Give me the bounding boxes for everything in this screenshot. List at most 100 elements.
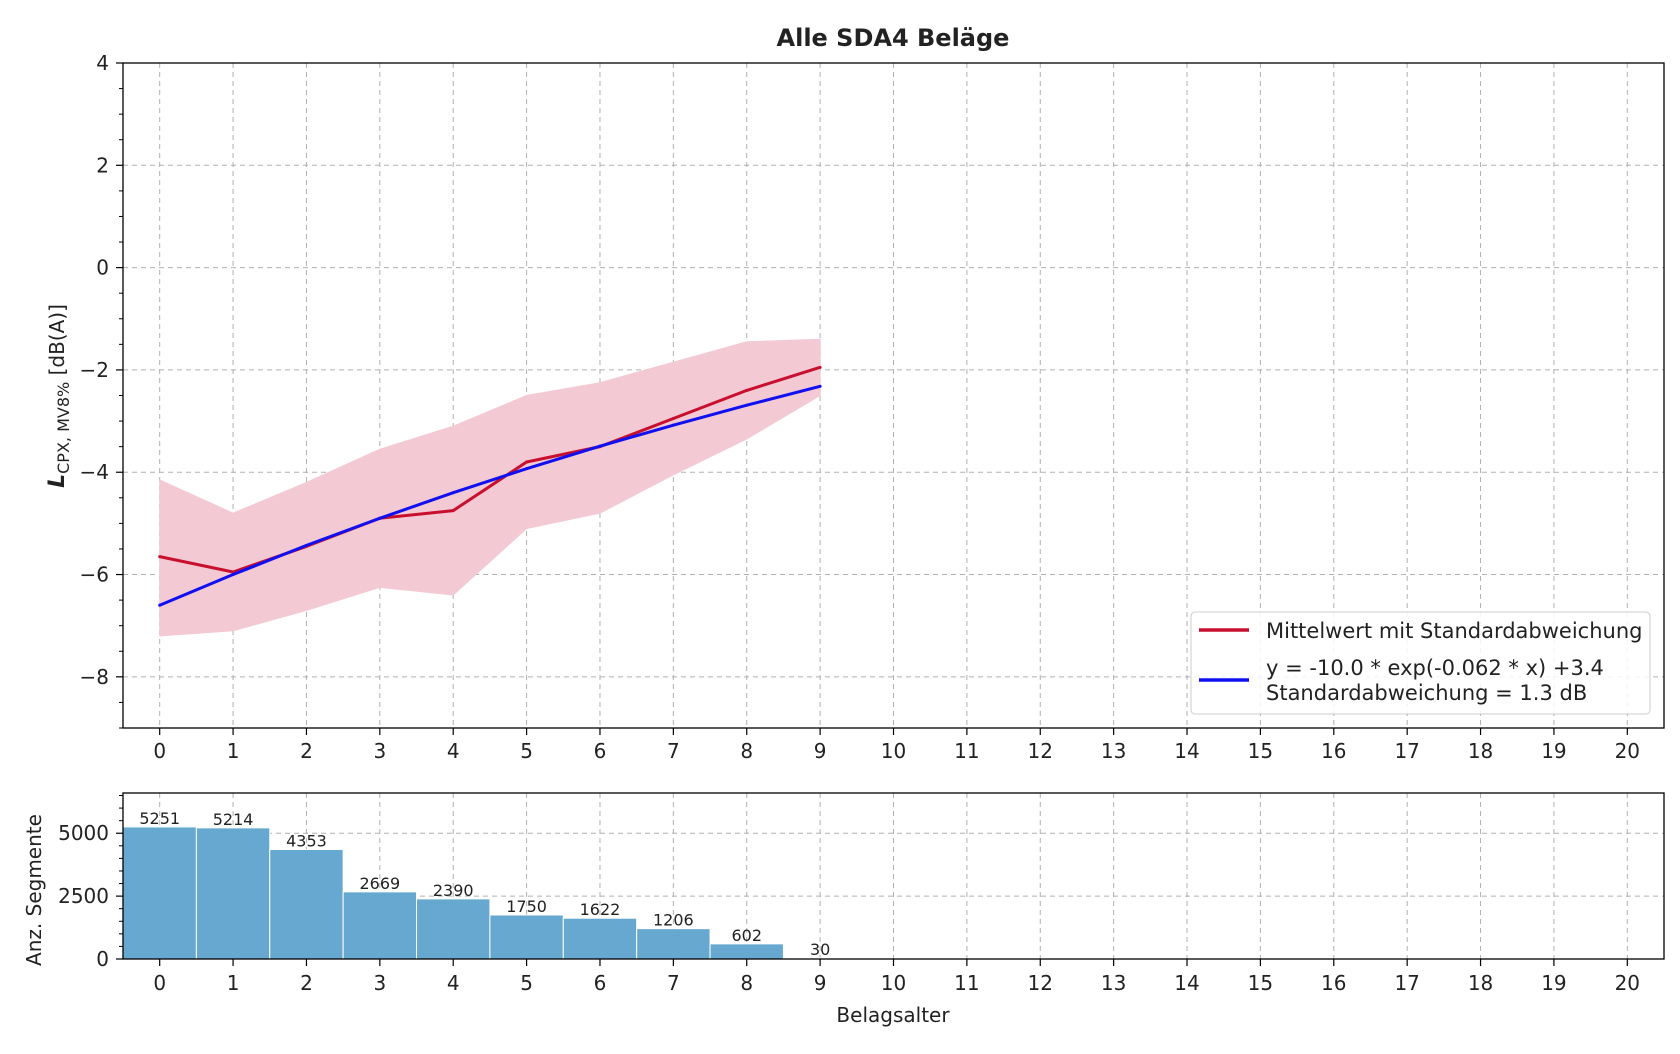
bottom-xtick-label: 10 [881,971,906,995]
top-ytick-label: −8 [80,665,109,689]
bottom-xtick-label: 15 [1248,971,1273,995]
top-xtick-label: 14 [1174,739,1199,763]
top-ytick-label: 0 [96,256,109,280]
top-xtick-label: 20 [1615,739,1640,763]
top-xtick-label: 5 [520,739,533,763]
fit-point [378,516,382,520]
bar-value-label: 30 [810,940,830,959]
y-axis-label: LCPX, MV8% [dB(A)] [45,304,73,488]
top-axis-ticks: 0 1 2 3 4 5 6 7 8 9 10 11 12 13 14 15 16 17 18 19 20−8−6−4−2… [80,51,1641,763]
bar [269,849,344,960]
bottom-xtick-label: 18 [1468,971,1493,995]
fit-point [304,543,308,547]
mean-point [451,509,455,513]
bar-value-label: 5214 [213,810,254,829]
top-ytick-label: −2 [80,358,109,382]
bottom-y-axis-label: Anz. Segmente [22,814,46,966]
bar [636,928,711,960]
fit-point [158,603,162,607]
top-xtick-label: 7 [667,739,680,763]
line-series-layer [158,365,822,607]
bar-value-label: 1750 [506,897,547,916]
top-xtick-label: 15 [1248,739,1273,763]
bottom-xtick-label: 17 [1394,971,1419,995]
fit-point [451,491,455,495]
bar-value-label: 602 [731,926,762,945]
bottom-xtick-label: 2 [300,971,313,995]
bar [195,827,271,960]
bottom-xtick-label: 12 [1028,971,1053,995]
bar-value-label: 2669 [359,874,400,893]
top-xtick-label: 4 [447,739,460,763]
top-xtick-label: 3 [373,739,386,763]
top-xtick-label: 8 [740,739,753,763]
bar [342,891,418,960]
top-ytick-label: 2 [96,153,109,177]
bottom-xtick-label: 4 [447,971,460,995]
mean-point [671,417,675,421]
bottom-xtick-label: 0 [153,971,166,995]
top-xtick-label: 11 [954,739,979,763]
mean-point [745,388,749,392]
bottom-xtick-label: 5 [520,971,533,995]
top-xtick-label: 12 [1028,739,1053,763]
bottom-ytick-label: 2500 [58,884,109,908]
top-xtick-label: 18 [1468,739,1493,763]
bottom-ytick-label: 0 [96,947,109,971]
bottom-xtick-label: 6 [594,971,607,995]
top-xtick-label: 9 [814,739,827,763]
legend-label-fit: y = -10.0 * exp(-0.062 * x) +3.4 [1266,656,1604,680]
bar [122,826,197,960]
fit-point [525,467,529,471]
fit-point [745,403,749,407]
legend-label-fit-std: Standardabweichung = 1.3 dB [1266,681,1587,705]
bar-value-label: 5251 [139,809,180,828]
bottom-ytick-label: 5000 [58,821,109,845]
top-xtick-label: 2 [300,739,313,763]
bar [709,943,784,960]
bottom-xtick-label: 9 [814,971,827,995]
top-xtick-label: 10 [881,739,906,763]
bar-value-label: 4353 [286,832,327,851]
chart-title: Alle SDA4 Beläge [777,24,1010,52]
top-ytick-label: 4 [96,51,109,75]
top-xtick-label: 1 [227,739,240,763]
legend: Mittelwert mit Standardabweichung y = -1… [1190,611,1651,715]
legend-label-mean: Mittelwert mit Standardabweichung [1266,619,1642,643]
bottom-xtick-label: 13 [1101,971,1126,995]
top-xtick-label: 17 [1394,739,1419,763]
top-xtick-label: 16 [1321,739,1346,763]
top-xtick-label: 0 [153,739,166,763]
bottom-xtick-label: 19 [1541,971,1566,995]
mean-point [158,555,162,559]
legend-box [1190,611,1651,715]
fit-point [231,573,235,577]
top-ytick-label: −4 [80,460,109,484]
bottom-xtick-label: 20 [1615,971,1640,995]
bottom-xtick-label: 14 [1174,971,1199,995]
bottom-xtick-label: 3 [373,971,386,995]
bottom-xtick-label: 8 [740,971,753,995]
top-xtick-label: 13 [1101,739,1126,763]
bar [416,898,491,960]
bottom-xtick-label: 11 [954,971,979,995]
fit-point [818,384,822,388]
y-label-subscript: CPX, MV8% [54,382,73,474]
bar-value-label: 1206 [653,911,694,930]
top-ytick-label: −6 [80,563,109,587]
bar [562,917,638,960]
bar-value-label: 1622 [580,900,621,919]
top-xtick-label: 6 [594,739,607,763]
bottom-xtick-label: 7 [667,971,680,995]
fit-point [598,444,602,448]
bar-value-label: 2390 [433,881,474,900]
x-axis-label: Belagsalter [836,1003,950,1027]
bar-series-layer: 5251 5214 4353 2669 2390 1750 1622 1206 602 30 [122,809,858,960]
mean-point [525,460,529,464]
bottom-xtick-label: 16 [1321,971,1346,995]
top-xtick-label: 19 [1541,739,1566,763]
y-label-symbol: L [45,474,70,488]
bottom-xtick-label: 1 [227,971,240,995]
